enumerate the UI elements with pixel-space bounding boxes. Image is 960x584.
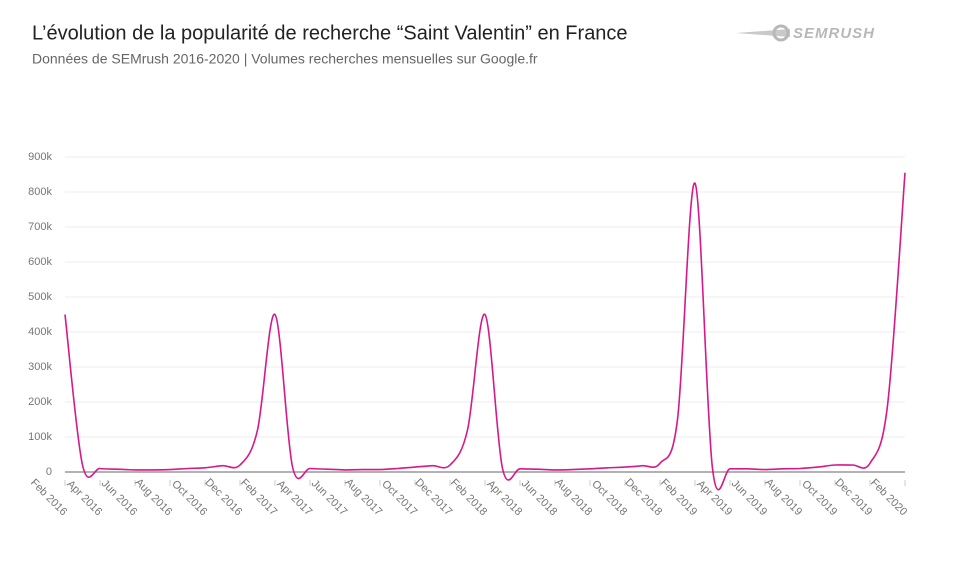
x-tick-label: Dec 2019 <box>833 476 875 518</box>
line <box>64 172 906 491</box>
y-tick-label: 700k <box>28 221 52 233</box>
x-tick-label: Dec 2017 <box>413 476 455 518</box>
x-tick-label: Aug 2018 <box>553 476 595 518</box>
x-tick-label: Feb 2018 <box>448 477 489 518</box>
y-tick-label: 300k <box>28 361 52 373</box>
y-tick-label: 0 <box>46 466 52 478</box>
chart-subtitle: Données de SEMrush 2016-2020 | Volumes r… <box>32 51 538 67</box>
x-tick-label: Apr 2016 <box>64 478 104 518</box>
x-tick-label: Aug 2016 <box>133 476 175 518</box>
x-tick-label: Apr 2017 <box>274 478 314 518</box>
logo: SEMRUSH <box>793 25 875 42</box>
x-tick-label: Aug 2017 <box>343 476 385 518</box>
x-tick-label: Aug 2019 <box>763 476 805 518</box>
chart-title: L’évolution de la popularité de recherch… <box>32 22 628 44</box>
x-tick-label: Apr 2019 <box>694 478 734 518</box>
x-tick-label: Feb 2017 <box>238 477 279 518</box>
x-tick-label: Feb 2016 <box>28 477 69 518</box>
x-tick-label: Apr 2018 <box>484 478 524 518</box>
y-tick-label: 800k <box>28 186 52 198</box>
x-tick-label: Dec 2018 <box>623 476 665 518</box>
y-tick-label: 900k <box>28 151 52 163</box>
y-tick-label: 500k <box>28 291 52 303</box>
y-tick-label: 600k <box>28 256 52 268</box>
x-tick-label: Feb 2020 <box>868 477 909 518</box>
x-tick-label: Dec 2016 <box>203 476 245 518</box>
y-tick-label: 400k <box>28 326 52 338</box>
x-tick-label: Feb 2019 <box>658 477 699 518</box>
logo-icon <box>736 24 790 42</box>
y-tick-label: 100k <box>28 431 52 443</box>
y-tick-label: 200k <box>28 396 52 408</box>
